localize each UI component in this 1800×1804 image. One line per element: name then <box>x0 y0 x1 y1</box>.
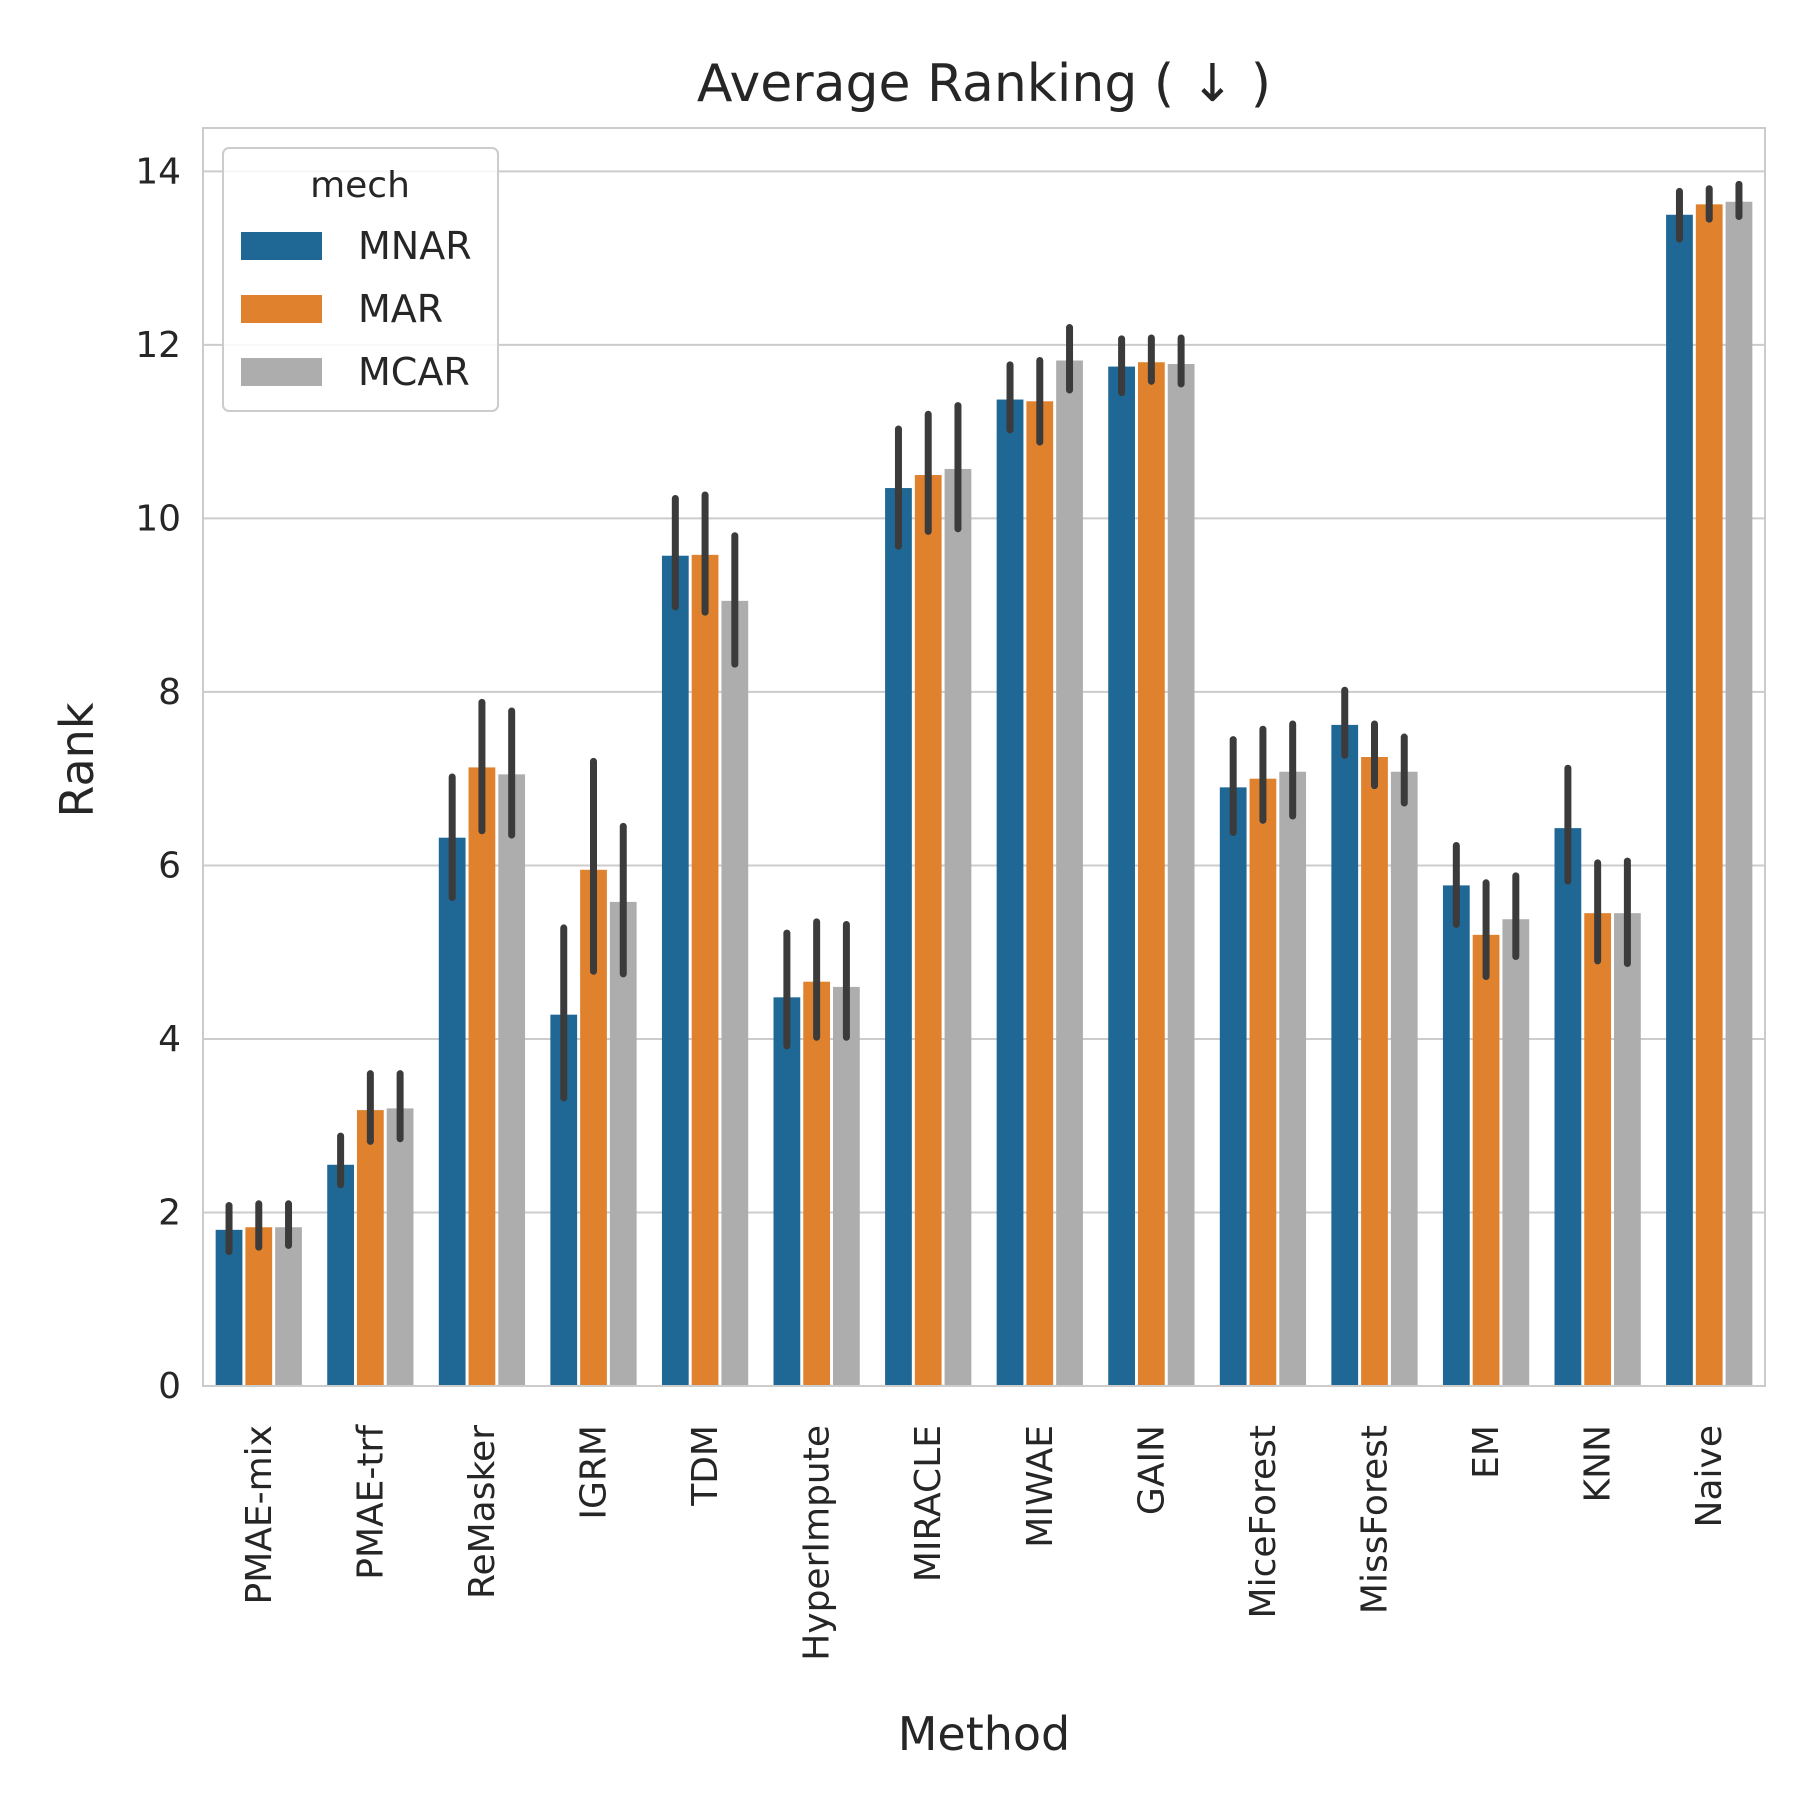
bar-mnar <box>773 997 801 1386</box>
x-tick-label: PMAE-mix <box>239 1425 280 1605</box>
bar-mnar <box>438 837 466 1386</box>
bar-mar <box>245 1227 273 1386</box>
bar-mar <box>1249 778 1277 1386</box>
x-tick-label: PMAE-trf <box>350 1424 391 1580</box>
bar-mcar <box>833 986 860 1386</box>
error-bars <box>225 180 1743 1256</box>
bar-mcar <box>275 1227 302 1386</box>
bar-mnar <box>661 555 689 1386</box>
x-tick-label: MIWAE <box>1020 1425 1061 1548</box>
x-tick-label: IGRM <box>574 1425 615 1520</box>
chart-title: Average Ranking ( ↓ ) <box>697 54 1271 114</box>
bar-mar <box>1026 401 1054 1386</box>
bar-mcar <box>1167 363 1195 1386</box>
bar-mnar <box>1108 366 1135 1387</box>
bar-mcar <box>944 468 972 1386</box>
y-axis-title: Rank <box>50 702 104 817</box>
legend-swatch-mar <box>241 295 322 323</box>
bar-mar <box>1361 757 1388 1386</box>
bar-mnar <box>885 488 912 1386</box>
bar-mar <box>356 1110 384 1386</box>
bar-mcar <box>721 600 749 1386</box>
x-tick-label: EM <box>1466 1425 1507 1479</box>
y-tick-label: 0 <box>158 1366 181 1407</box>
x-axis-ticks: PMAE-mix PMAE-trf ReMasker IGRM TDM HyperImpu… <box>239 1424 1730 1661</box>
y-tick-label: 10 <box>135 498 181 539</box>
bar-mar <box>803 981 831 1386</box>
bar-mar <box>1695 204 1723 1387</box>
bar-mnar <box>1554 828 1582 1386</box>
x-tick-label: MiceForest <box>1243 1425 1284 1618</box>
legend-label-mnar: MNAR <box>358 224 472 268</box>
x-tick-label: GAIN <box>1131 1425 1172 1515</box>
x-tick-label: KNN <box>1578 1425 1619 1502</box>
bar-mnar <box>996 399 1024 1387</box>
bar-mar <box>1584 913 1612 1386</box>
y-tick-label: 2 <box>158 1192 181 1233</box>
bar-mcar <box>1614 913 1641 1386</box>
bar-mar <box>1472 934 1500 1386</box>
bar-mcar <box>498 774 526 1386</box>
y-tick-label: 4 <box>158 1019 181 1060</box>
legend-swatch-mcar <box>241 358 322 386</box>
legend-swatch-mnar <box>241 232 322 260</box>
plot-frame <box>202 127 1766 1387</box>
bar-mar <box>914 475 942 1386</box>
bar-mcar <box>1279 771 1307 1386</box>
bar-mar <box>468 767 496 1386</box>
x-tick-label: MissForest <box>1355 1425 1396 1614</box>
y-tick-label: 6 <box>158 845 181 886</box>
bar-mnar <box>1442 885 1470 1386</box>
bar-mar <box>1137 362 1165 1386</box>
x-tick-label: TDM <box>685 1425 726 1507</box>
bar-mcar <box>1390 771 1418 1386</box>
bar-mcar <box>1725 201 1753 1386</box>
bar-mnar <box>1219 787 1247 1386</box>
bar-mcar <box>1056 360 1083 1387</box>
x-axis-title: Method <box>898 1707 1071 1761</box>
y-tick-label: 12 <box>135 325 181 366</box>
bar-mcar <box>386 1108 414 1386</box>
y-axis-ticks: 0 2 4 6 8 10 12 14 <box>135 151 181 1407</box>
bar-mnar <box>327 1164 354 1386</box>
x-tick-label: HyperImpute <box>797 1425 838 1661</box>
legend-items: MNAR MAR MCAR <box>241 224 472 394</box>
legend-frame <box>222 147 499 412</box>
bars <box>215 201 1753 1387</box>
bar-mcar <box>1502 919 1530 1386</box>
x-tick-label: Naive <box>1689 1425 1730 1527</box>
bar-mcar <box>609 901 637 1386</box>
legend-label-mcar: MCAR <box>358 350 470 394</box>
legend: mech MNAR MAR MCAR <box>222 147 499 412</box>
bar-mnar <box>1331 724 1359 1386</box>
x-tick-label: ReMasker <box>462 1425 503 1599</box>
bar-mnar <box>215 1229 243 1386</box>
y-tick-label: 14 <box>135 151 181 192</box>
bar-mnar <box>1666 214 1693 1386</box>
y-tick-label: 8 <box>158 672 181 713</box>
x-tick-label: MIRACLE <box>908 1425 949 1582</box>
bar-mar <box>691 554 719 1386</box>
legend-label-mar: MAR <box>358 287 443 331</box>
legend-title: mech <box>310 165 410 206</box>
